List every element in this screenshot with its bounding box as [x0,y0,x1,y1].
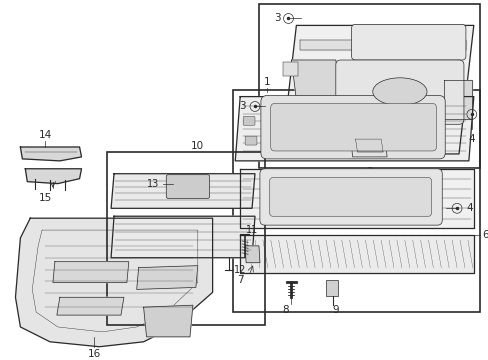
Text: 7: 7 [236,275,243,285]
Text: 13: 13 [147,179,159,189]
Text: 2: 2 [365,167,372,177]
Text: 6: 6 [481,230,488,240]
Polygon shape [111,216,254,258]
FancyBboxPatch shape [243,116,254,125]
Polygon shape [137,266,198,289]
Polygon shape [443,80,471,119]
Bar [282,62,298,76]
FancyBboxPatch shape [335,60,463,124]
Polygon shape [350,134,386,157]
Bar [259,4,479,168]
Text: 4: 4 [466,203,472,213]
Text: 4: 4 [468,134,474,144]
Bar [107,152,264,325]
Polygon shape [240,235,473,273]
Text: 16: 16 [87,348,101,359]
Polygon shape [300,40,465,50]
Ellipse shape [372,78,426,105]
FancyBboxPatch shape [261,96,444,159]
Text: 10: 10 [191,141,204,151]
Text: 5: 5 [315,144,322,154]
FancyBboxPatch shape [269,178,430,216]
Bar [288,129,300,139]
Bar [233,90,479,312]
Polygon shape [244,246,260,263]
Polygon shape [16,218,212,347]
Text: 9: 9 [332,305,339,315]
Polygon shape [240,169,473,228]
FancyBboxPatch shape [260,169,441,225]
FancyBboxPatch shape [270,104,435,151]
Text: 14: 14 [39,130,52,140]
Text: 3: 3 [274,13,281,23]
FancyBboxPatch shape [244,136,256,145]
Text: 1: 1 [263,77,269,87]
Text: 15: 15 [39,193,52,203]
Bar [287,104,300,114]
Polygon shape [143,305,192,337]
Polygon shape [355,139,382,152]
Polygon shape [281,26,473,154]
Text: 3: 3 [238,102,245,112]
Polygon shape [53,262,128,283]
Polygon shape [291,60,340,100]
Text: 8: 8 [282,305,288,315]
Bar [325,280,337,296]
Text: 11: 11 [245,225,258,235]
Polygon shape [20,147,81,161]
Polygon shape [57,297,123,315]
FancyBboxPatch shape [166,175,209,198]
Polygon shape [25,169,81,184]
Text: 12: 12 [234,265,246,275]
Polygon shape [111,174,254,208]
FancyBboxPatch shape [351,24,465,60]
Polygon shape [235,96,473,161]
